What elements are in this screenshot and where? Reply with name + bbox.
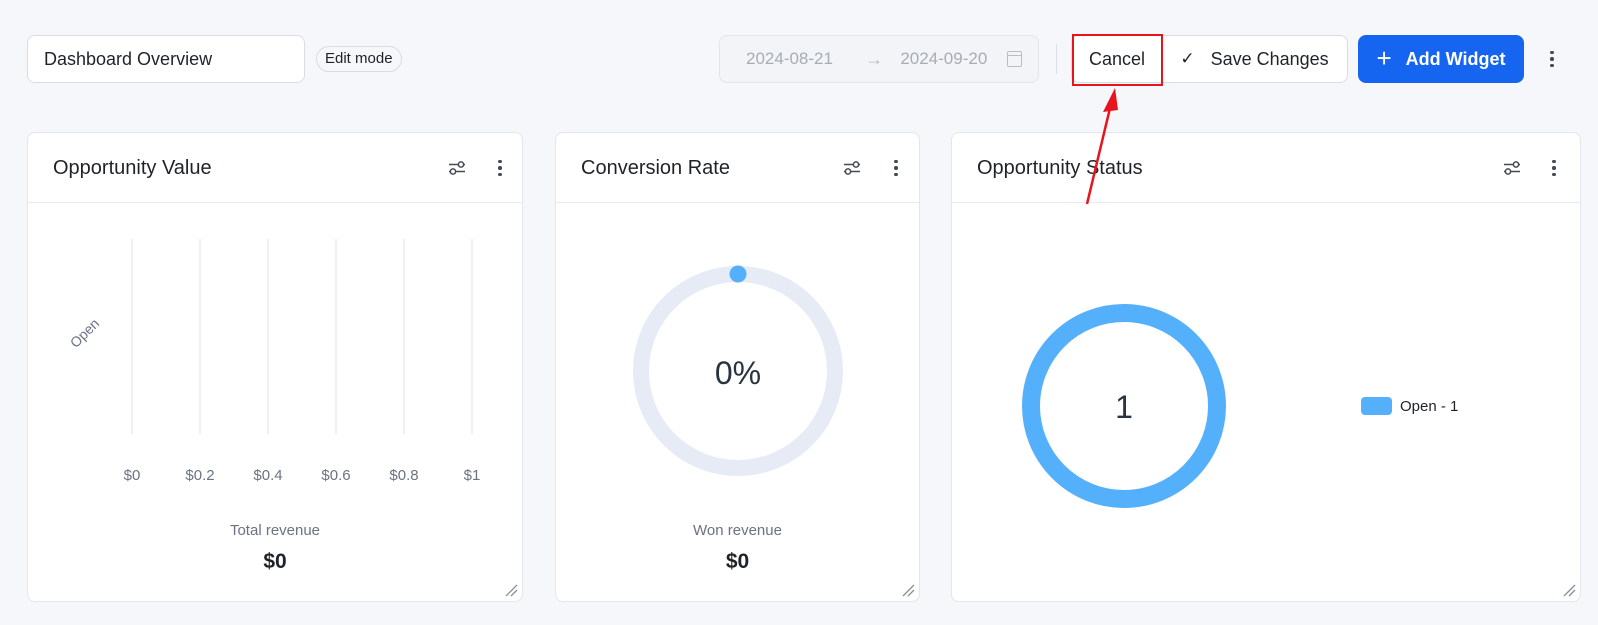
donut-slice-open [1022,304,1226,508]
edit-mode-badge: Edit mode [316,46,402,72]
save-changes-button[interactable]: ✓ Save Changes [1162,36,1347,82]
widget-header: Opportunity Status [952,133,1580,203]
widget-menu-icon[interactable] [891,155,901,181]
x-tick-label: $0.4 [253,467,282,484]
x-tick-label: $0.2 [185,467,214,484]
filter-icon[interactable] [448,160,466,176]
gauge-marker [729,265,747,283]
cancel-button[interactable]: Cancel [1088,48,1146,69]
widget-menu-icon[interactable] [495,155,505,181]
save-changes-label: Save Changes [1210,48,1329,69]
date-end[interactable]: 2024-09-20 [900,49,988,68]
widget-menu-icon[interactable] [1549,155,1559,181]
arrow-right-icon: → [865,48,884,69]
dashboard-toolbar: Dashboard Overview Edit mode 2024-08-21 … [0,0,1598,110]
filter-icon[interactable] [1503,160,1521,176]
conversion-rate-gauge: 0% [633,265,843,476]
widget-title: Opportunity Status [977,157,1143,179]
x-tick-label: $0.6 [321,467,350,484]
won-revenue-value: $0 [725,550,750,573]
x-tick-label: $0.8 [389,467,418,484]
add-widget-button[interactable]: + Add Widget [1358,35,1524,83]
donut-center-value: 1 [1115,389,1133,425]
resize-handle-icon[interactable] [1562,583,1576,597]
widget-conversion-rate: Conversion Rate 0% Won revenue $0 [555,132,920,602]
chart-legend[interactable]: Open - 1 [1361,397,1458,415]
widget-header: Opportunity Value [28,133,522,203]
date-range-picker[interactable]: 2024-08-21 → 2024-09-20 [719,35,1039,83]
date-start[interactable]: 2024-08-21 [746,49,833,68]
y-category-label: Open [67,315,103,351]
widget-header: Conversion Rate [556,133,919,203]
resize-handle-icon[interactable] [901,583,915,597]
annotation-highlight-box [1072,34,1163,86]
resize-handle-icon[interactable] [504,583,518,597]
widget-opportunity-value: Opportunity Value $0 $0.2 $0.4 $0.6 $0.8 $1 Op… [27,132,523,602]
check-icon: ✓ [1180,49,1195,68]
won-revenue-label: Won revenue [693,522,782,539]
gauge-center-value: 0% [715,355,761,391]
legend-label: Open - 1 [1400,397,1459,415]
total-revenue-value: $0 [263,550,287,573]
total-revenue-label: Total revenue [229,522,321,539]
x-tick-label: $0 [124,467,141,484]
toolbar-divider [1056,44,1057,74]
filter-icon[interactable] [843,160,861,176]
widget-title: Conversion Rate [581,157,730,179]
opportunity-value-chart: $0 $0.2 $0.4 $0.6 $0.8 $1 Open [67,239,481,484]
calendar-icon [1006,51,1022,67]
plus-icon: + [1376,42,1392,73]
dashboard-name-input[interactable]: Dashboard Overview [27,35,305,83]
widget-title: Opportunity Value [53,157,212,179]
edit-actions-group: Cancel ✓ Save Changes [1071,35,1348,83]
x-tick-label: $1 [464,467,481,484]
widget-opportunity-status: Opportunity Status 1 Open - 1 [951,132,1581,602]
opportunity-status-donut: 1 [1022,304,1226,508]
add-widget-label: Add Widget [1405,48,1506,69]
legend-swatch [1361,397,1392,415]
more-options-icon[interactable] [1546,46,1558,72]
